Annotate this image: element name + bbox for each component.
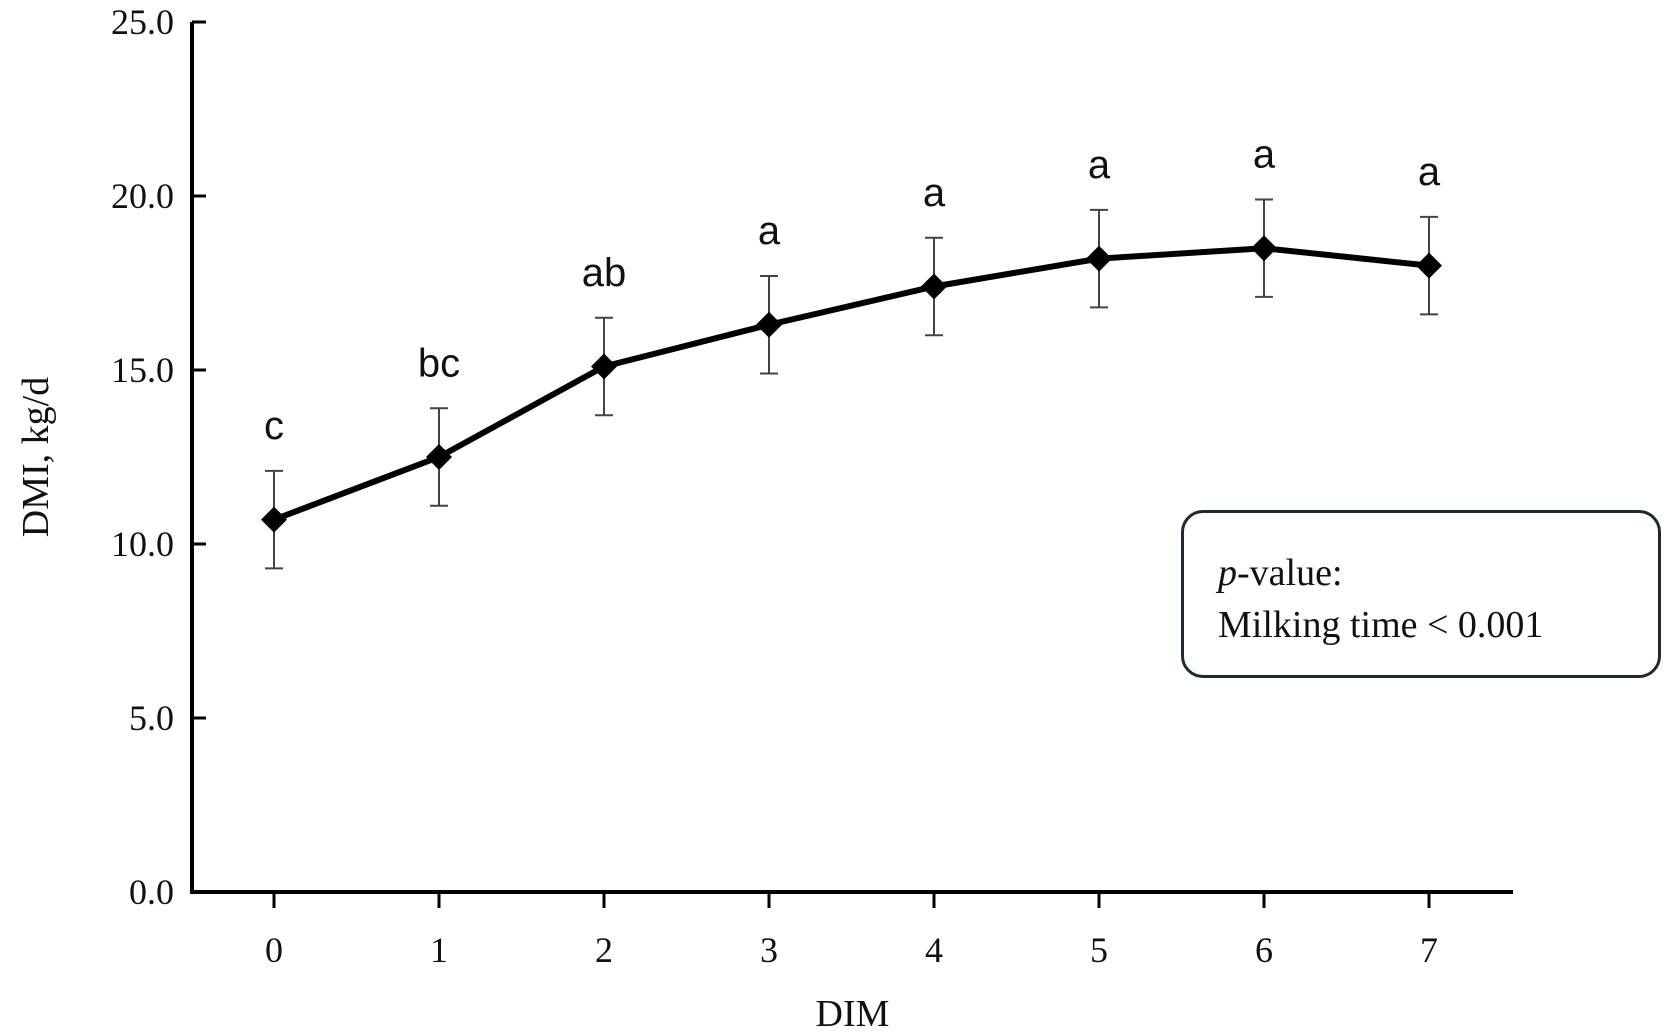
x-tick-label: 0	[265, 930, 283, 970]
y-tick-label: 15.0	[111, 350, 174, 390]
significance-letters: c bc ab a a a a a	[264, 132, 1441, 447]
data-point-marker	[1416, 252, 1442, 279]
x-tick-label: 5	[1090, 930, 1108, 970]
x-tick-label: 1	[430, 930, 448, 970]
series-polyline	[272, 245, 1430, 523]
p-value-text: Milking time < 0.001	[1218, 604, 1544, 646]
y-tick-label: 20.0	[111, 176, 174, 216]
significance-letter: a	[1418, 150, 1441, 194]
p-value-heading-rest: -value:	[1237, 552, 1343, 594]
x-tick-label: 7	[1420, 930, 1438, 970]
data-point-marker	[1251, 235, 1277, 262]
significance-letter: a	[758, 209, 781, 253]
data-markers	[261, 235, 1442, 533]
significance-letter: bc	[418, 341, 460, 385]
x-tick-label: 3	[760, 930, 778, 970]
data-point-marker	[261, 506, 287, 533]
y-tick-label: 25.0	[111, 2, 174, 42]
data-point-marker	[756, 311, 782, 338]
data-point-marker	[921, 273, 947, 300]
significance-letter: a	[923, 171, 946, 215]
data-point-marker	[591, 353, 617, 380]
data-point-marker	[1086, 245, 1112, 272]
x-axis-title: DIM	[816, 993, 890, 1034]
significance-letter: c	[264, 404, 284, 448]
x-axis-ticks: 0 1 2 3 4 5 6 7	[265, 892, 1438, 970]
series-line	[272, 245, 1430, 523]
y-axis-ticks: 0.0 5.0 10.0 15.0 20.0 25.0	[111, 2, 206, 912]
p-value-italic-p: p	[1218, 552, 1237, 594]
x-tick-label: 4	[925, 930, 943, 970]
y-axis-title: DMI, kg/d	[15, 377, 57, 537]
significance-letter: a	[1253, 132, 1276, 176]
significance-letter: a	[1088, 143, 1111, 187]
y-tick-label: 10.0	[111, 524, 174, 564]
x-tick-label: 6	[1255, 930, 1273, 970]
data-point-marker	[426, 444, 452, 470]
y-tick-label: 0.0	[129, 872, 174, 912]
p-value-box: p-value: Milking time < 0.001	[1181, 510, 1661, 678]
y-tick-label: 5.0	[129, 698, 174, 738]
x-tick-label: 2	[595, 930, 613, 970]
significance-letter: ab	[582, 251, 627, 295]
p-value-heading: p-value:	[1218, 547, 1658, 599]
axes	[190, 22, 1513, 894]
